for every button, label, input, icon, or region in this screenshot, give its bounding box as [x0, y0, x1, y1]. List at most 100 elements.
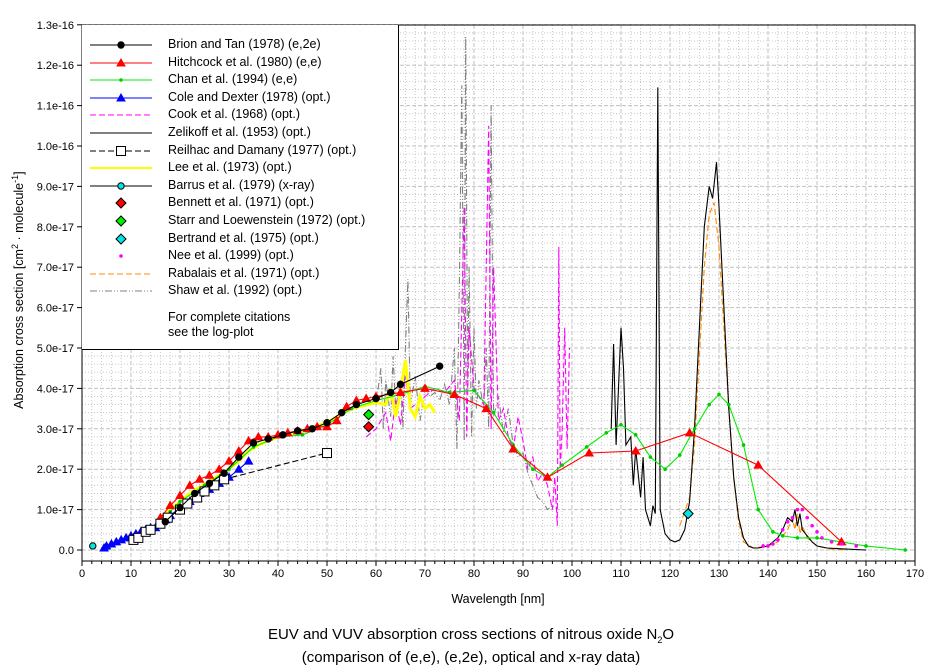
legend-label: Cole and Dexter (1978) (opt.)	[168, 89, 331, 104]
data-point	[633, 433, 638, 437]
legend-swatch-icon	[90, 273, 152, 275]
data-point	[780, 528, 785, 532]
title-text2: O	[662, 626, 675, 643]
x-tick-label: 70	[419, 568, 431, 580]
legend-swatch-icon	[90, 41, 152, 49]
legend-label: Reilhac and Damany (1977) (opt.)	[168, 142, 357, 157]
x-axis-label: Wavelength [nm]	[451, 592, 545, 606]
data-point	[372, 394, 380, 403]
y-label-text3: ]	[12, 171, 27, 175]
legend-item: Nee et al. (1999) (opt.)	[82, 247, 399, 264]
y-tick-label: 6.0e-17	[37, 303, 74, 315]
data-point	[204, 470, 215, 479]
data-point	[253, 431, 264, 441]
y-tick-label: 5.0e-17	[37, 343, 74, 355]
data-point	[176, 503, 184, 512]
series-line	[375, 36, 558, 511]
data-point	[663, 467, 667, 472]
legend-marker	[116, 92, 126, 102]
x-tick-label: 0	[79, 568, 85, 580]
data-point	[182, 498, 193, 509]
legend-label: Hitchcock et al. (1980) (e,e)	[168, 54, 322, 69]
x-tick-label: 60	[370, 568, 382, 580]
y-label-sup: 2	[9, 244, 20, 250]
data-point	[191, 489, 199, 498]
data-point	[395, 387, 406, 396]
legend-label: Bertrand et al. (1975) (opt.)	[168, 230, 319, 245]
data-point	[682, 507, 694, 520]
chart-subtitle: (comparison of (e,e), (e,2e), optical an…	[301, 649, 641, 666]
legend-label: Starr and Loewenstein (1972) (opt.)	[168, 213, 366, 227]
x-tick-label: 150	[808, 568, 826, 580]
legend-swatch-icon	[119, 254, 123, 258]
data-point	[542, 472, 553, 481]
data-point	[820, 536, 824, 540]
x-tick-label: 110	[612, 568, 630, 580]
series-9	[362, 421, 375, 433]
x-tick-label: 100	[563, 568, 581, 580]
legend-item: Chan et al. (1994) (e,e)	[82, 71, 399, 88]
legend-item: Zelikoff et al. (1953) (opt.)	[82, 124, 399, 141]
legend-label: Nee et al. (1999) (opt.)	[168, 248, 294, 263]
series-1	[155, 383, 847, 546]
x-tick-label: 10	[125, 568, 137, 580]
data-point	[396, 380, 405, 389]
y-tick-label: 1.2e-16	[37, 60, 74, 72]
data-point	[648, 455, 653, 459]
y-tick-label: 2.0e-17	[37, 464, 74, 476]
data-point	[584, 448, 595, 457]
data-point	[903, 548, 907, 552]
data-point	[322, 448, 332, 459]
legend-item: Shaw et al. (1992) (opt.)	[82, 282, 399, 299]
data-point	[741, 443, 746, 447]
chart-title: EUV and VUV absorption cross sections of…	[0, 626, 942, 645]
series-0	[161, 362, 444, 526]
data-point	[194, 474, 205, 483]
data-point	[338, 408, 346, 417]
legend-marker	[119, 78, 123, 82]
legend-label: Shaw et al. (1992) (opt.)	[168, 283, 303, 298]
legend-item: Reilhac and Damany (1977) (opt.)	[82, 142, 399, 159]
x-tick-label: 120	[661, 568, 679, 580]
data-point	[233, 464, 244, 473]
data-point	[362, 408, 375, 421]
series-8	[89, 542, 97, 550]
data-point	[472, 388, 476, 393]
legend-label: Zelikoff et al. (1953) (opt.)	[168, 125, 311, 139]
legend-swatch-icon	[90, 167, 152, 170]
legend-item: Starr and Loewenstein (1972) (opt.)	[82, 212, 399, 229]
data-point	[436, 362, 444, 370]
data-point	[491, 410, 496, 415]
data-point	[352, 400, 361, 409]
data-point	[362, 421, 375, 433]
legend-swatch-icon	[90, 182, 152, 190]
series-line	[159, 387, 842, 543]
x-tick-label: 30	[223, 568, 235, 580]
y-tick-label: 1.0e-16	[37, 141, 74, 153]
data-point	[678, 453, 682, 457]
data-point	[331, 415, 342, 425]
legend-swatch-icon	[90, 132, 152, 134]
x-tick-label: 80	[468, 568, 480, 580]
data-point	[235, 453, 243, 461]
legend-marker	[117, 41, 125, 49]
series-11	[682, 507, 694, 520]
data-point	[753, 460, 764, 469]
data-point	[481, 403, 492, 413]
legend-item: Rabalais et al. (1971) (opt.)	[82, 265, 399, 282]
legend-swatch-icon	[90, 145, 152, 156]
legend-marker	[115, 232, 127, 245]
data-point	[771, 542, 775, 546]
legend-swatch-icon	[90, 114, 152, 116]
legend-marker	[115, 215, 127, 227]
data-point	[387, 388, 395, 397]
series-13	[679, 202, 847, 551]
data-point	[584, 445, 589, 449]
data-point	[214, 464, 225, 473]
data-point	[165, 500, 176, 510]
x-tick-label: 20	[174, 568, 186, 580]
legend-label: Bennett et al. (1971) (opt.)	[168, 195, 314, 210]
data-point	[766, 544, 770, 548]
series-line	[679, 202, 847, 551]
series-layer	[89, 36, 907, 552]
